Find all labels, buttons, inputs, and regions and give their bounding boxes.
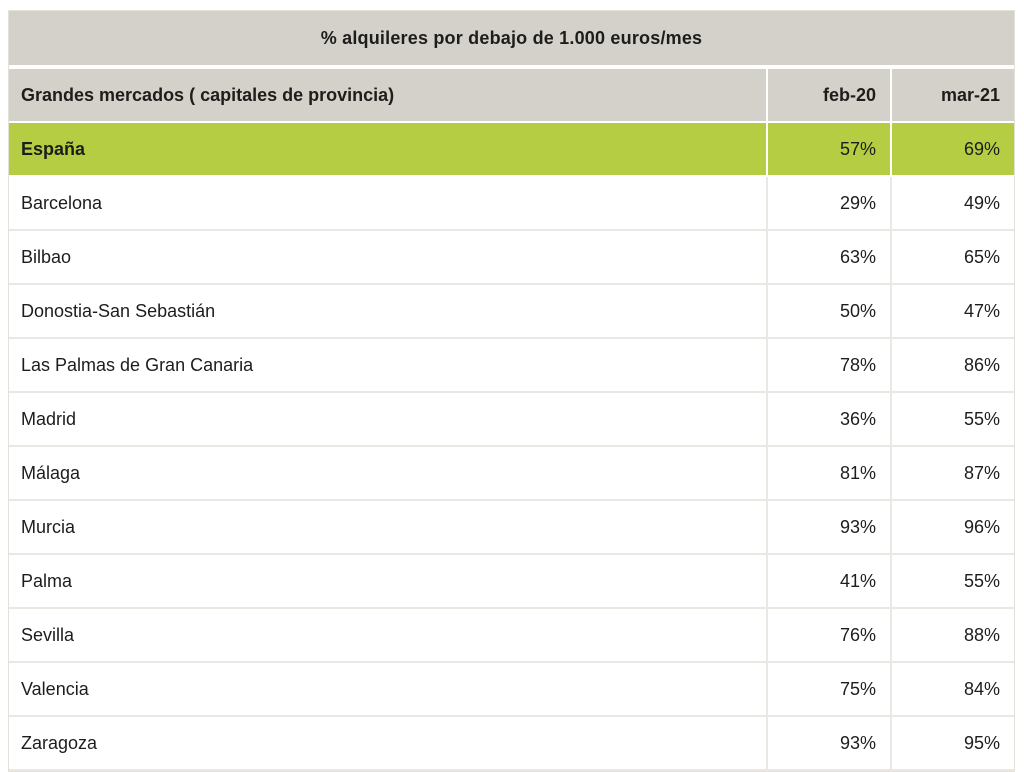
market-cell: Las Palmas de Gran Canaria [9,339,766,393]
feb-20-value-cell: 41% [765,555,890,609]
market-cell: Barcelona [9,177,766,231]
feb-20-value-cell: 78% [765,339,890,393]
feb-20-value-cell: 50% [765,285,890,339]
market-cell: Málaga [9,447,766,501]
table-row: Bilbao 63% 65% [9,231,1014,285]
feb-20-value-cell: 63% [765,231,890,285]
market-cell: Valencia [9,663,766,717]
column-header-market: Grandes mercados ( capitales de provinci… [9,69,766,123]
table-row: Murcia 93% 96% [9,501,1014,555]
market-cell: Murcia [9,501,766,555]
feb-20-value-cell: 29% [765,177,890,231]
rentals-table-container: % alquileres por debajo de 1.000 euros/m… [8,10,1015,772]
table-row-highlight: España 57% 69% [9,123,1014,177]
mar-21-value-cell: 55% [889,555,1014,609]
rentals-table: % alquileres por debajo de 1.000 euros/m… [8,10,1015,772]
table-row: Madrid 36% 55% [9,393,1014,447]
table-title: % alquileres por debajo de 1.000 euros/m… [9,11,1014,69]
column-header-feb-20: feb-20 [765,69,890,123]
feb-20-value-cell: 36% [765,393,890,447]
mar-21-value-cell: 69% [889,123,1014,177]
mar-21-value-cell: 84% [889,663,1014,717]
feb-20-value-cell: 76% [765,609,890,663]
table-row: Las Palmas de Gran Canaria 78% 86% [9,339,1014,393]
mar-21-value-cell: 86% [889,339,1014,393]
mar-21-value-cell: 47% [889,285,1014,339]
feb-20-value-cell: 93% [765,717,890,771]
table-row: Málaga 81% 87% [9,447,1014,501]
market-cell: Donostia-San Sebastián [9,285,766,339]
mar-21-value-cell: 49% [889,177,1014,231]
market-cell: Madrid [9,393,766,447]
feb-20-value-cell: 57% [765,123,890,177]
mar-21-value-cell: 55% [889,393,1014,447]
market-cell: Bilbao [9,231,766,285]
feb-20-value-cell: 75% [765,663,890,717]
table-row: Valencia 75% 84% [9,663,1014,717]
table-row: Palma 41% 55% [9,555,1014,609]
table-row: Barcelona 29% 49% [9,177,1014,231]
table-body: España 57% 69% Barcelona 29% 49% Bilbao 63% 65% D… [9,123,1014,771]
feb-20-value-cell: 81% [765,447,890,501]
table-row: Sevilla 76% 88% [9,609,1014,663]
market-cell: Sevilla [9,609,766,663]
mar-21-value-cell: 96% [889,501,1014,555]
market-cell: Palma [9,555,766,609]
mar-21-value-cell: 88% [889,609,1014,663]
column-header-mar-21: mar-21 [889,69,1014,123]
feb-20-value-cell: 93% [765,501,890,555]
table-row: Donostia-San Sebastián 50% 47% [9,285,1014,339]
mar-21-value-cell: 65% [889,231,1014,285]
market-cell: España [9,123,766,177]
column-header-row: Grandes mercados ( capitales de provinci… [9,69,1014,123]
table-title-row: % alquileres por debajo de 1.000 euros/m… [9,11,1014,69]
mar-21-value-cell: 87% [889,447,1014,501]
